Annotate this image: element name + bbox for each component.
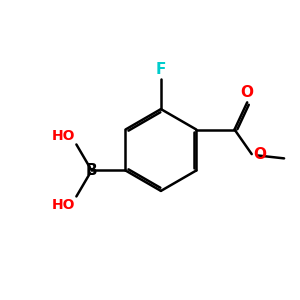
Text: O: O [253, 147, 266, 162]
Text: F: F [156, 62, 166, 77]
Text: O: O [241, 85, 254, 100]
Text: HO: HO [52, 198, 75, 212]
Text: B: B [85, 163, 97, 178]
Text: HO: HO [52, 129, 75, 143]
